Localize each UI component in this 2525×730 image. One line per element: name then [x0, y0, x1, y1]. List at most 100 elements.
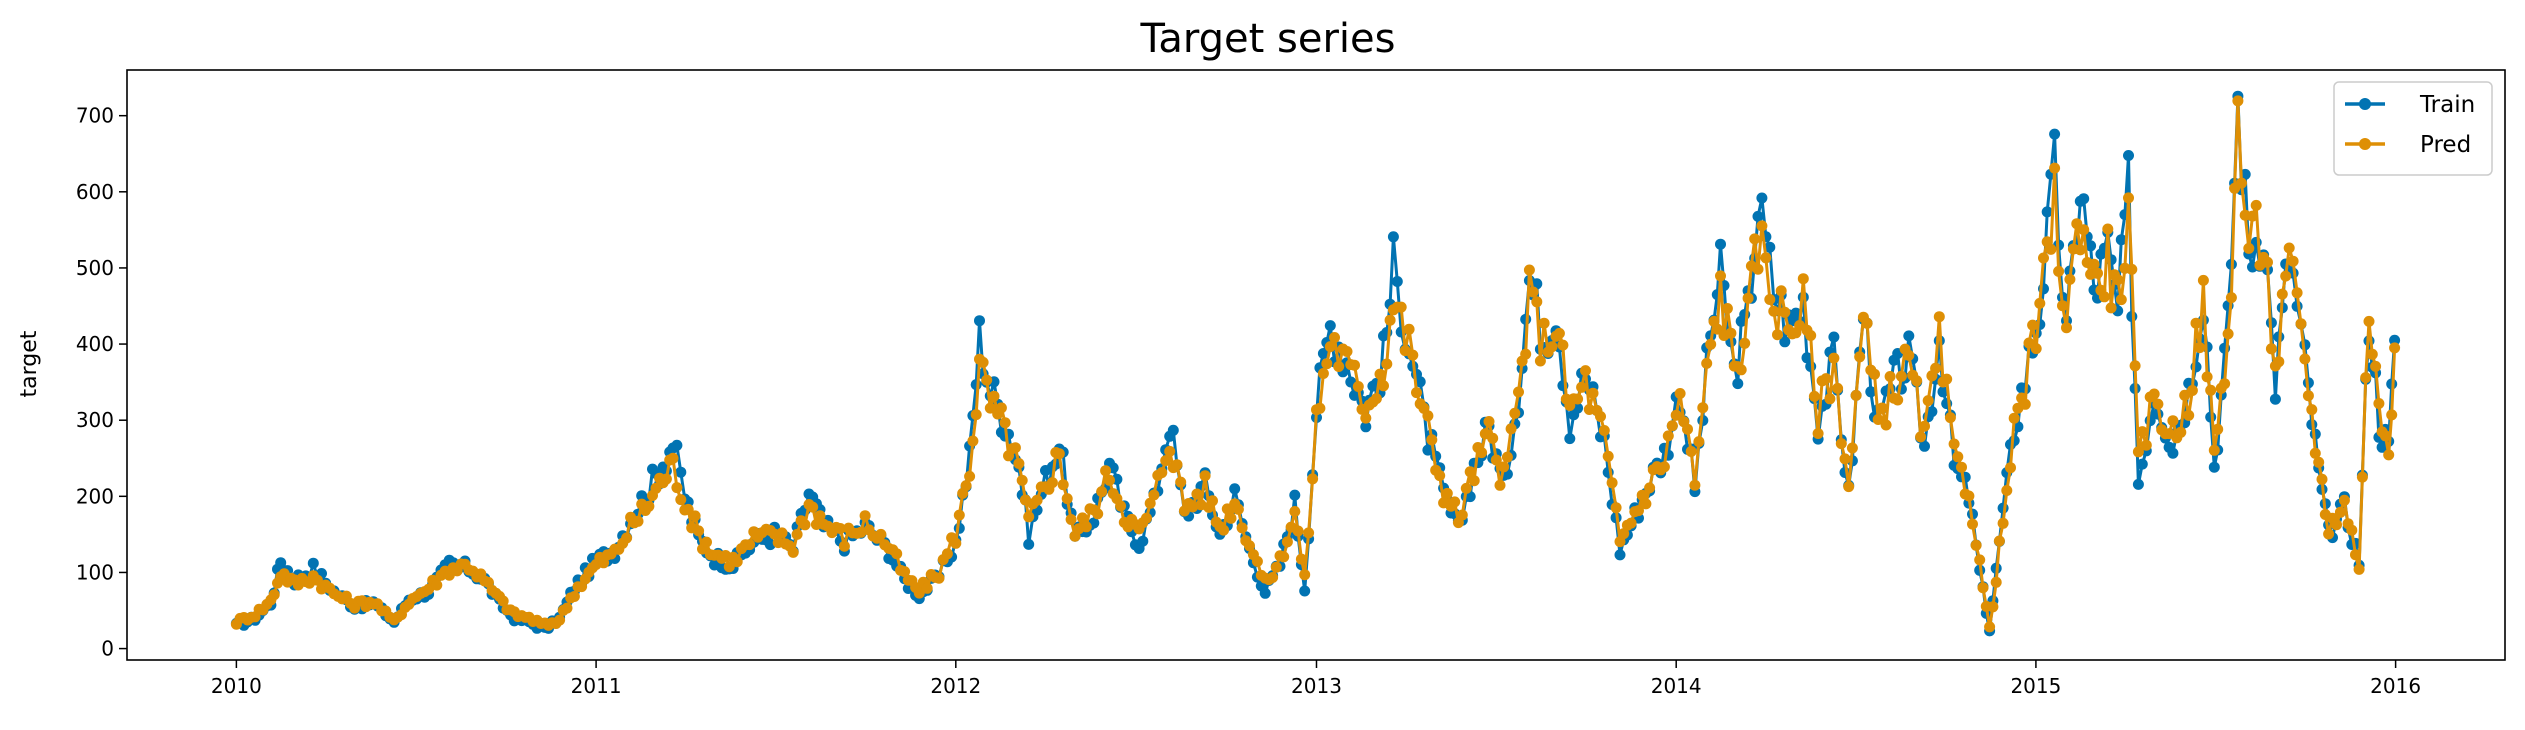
- data-point-pred: [1141, 512, 1152, 524]
- data-point-pred: [1053, 448, 1065, 460]
- data-point-pred: [787, 546, 799, 558]
- data-point-pred: [1374, 368, 1386, 380]
- data-point-pred: [723, 561, 735, 573]
- data-point-pred: [1534, 355, 1546, 367]
- data-point-train: [671, 439, 683, 451]
- data-point-pred: [1080, 521, 1092, 533]
- data-point-pred: [1175, 476, 1187, 488]
- data-point-pred: [814, 510, 826, 522]
- data-point-pred: [2243, 242, 2255, 254]
- data-point-pred: [1527, 286, 1539, 298]
- data-point-pred: [1640, 498, 1652, 510]
- data-point-pred: [621, 532, 633, 544]
- data-point-pred: [671, 482, 683, 494]
- data-point-pred: [1682, 423, 1693, 435]
- data-point-pred: [2262, 256, 2273, 268]
- data-point-pred: [2373, 398, 2385, 409]
- data-point-pred: [1468, 475, 1480, 487]
- data-point-pred: [1476, 447, 1488, 459]
- data-point-pred: [2019, 398, 2031, 410]
- x-tick-label: 2010: [211, 674, 262, 698]
- data-point-pred: [1281, 536, 1293, 548]
- data-point-train: [1919, 440, 1930, 452]
- data-point-pred: [1009, 442, 1021, 454]
- data-point-pred: [1880, 419, 1892, 431]
- data-point-pred: [1321, 358, 1333, 370]
- data-point-pred: [1580, 365, 1591, 377]
- data-point-pred: [2112, 274, 2124, 286]
- x-tick-label: 2011: [571, 674, 622, 698]
- data-point-pred: [1576, 381, 1588, 393]
- legend-label-train: Train: [2419, 92, 2475, 118]
- data-point-pred: [1997, 517, 2009, 529]
- data-point-train: [2049, 128, 2061, 140]
- x-tick-label: 2014: [1651, 674, 1702, 698]
- data-point-pred: [1797, 273, 1809, 285]
- data-point-pred: [2175, 426, 2187, 438]
- data-point-pred: [1096, 486, 1108, 498]
- chart-title: Target series: [1140, 16, 1396, 62]
- data-point-pred: [1023, 511, 1035, 523]
- data-point-pred: [1869, 368, 1880, 380]
- y-tick-label: 500: [76, 256, 114, 280]
- data-point-pred: [1903, 349, 1915, 361]
- data-point-pred: [913, 587, 925, 599]
- data-point-pred: [1505, 423, 1517, 435]
- data-point-pred: [2008, 412, 2020, 424]
- data-point-pred: [2132, 446, 2144, 458]
- data-point-pred: [1509, 407, 1521, 419]
- data-point-pred: [2366, 348, 2378, 360]
- data-point-pred: [2350, 549, 2361, 561]
- data-point-pred: [689, 510, 701, 522]
- data-point-pred: [2183, 409, 2195, 421]
- data-point-pred: [2316, 473, 2328, 485]
- data-point-pred: [1270, 561, 1282, 573]
- data-point-pred: [2383, 449, 2395, 461]
- data-point-pred: [2098, 291, 2110, 303]
- data-point-pred: [2201, 371, 2213, 383]
- data-point-pred: [2299, 353, 2311, 365]
- data-point-pred: [875, 528, 887, 540]
- data-point-pred: [984, 402, 996, 414]
- data-point-pred: [2123, 192, 2134, 204]
- data-point-train: [1752, 210, 1764, 222]
- data-point-train: [2115, 234, 2127, 246]
- data-point-pred: [2148, 388, 2160, 400]
- data-point-pred: [1752, 263, 1764, 275]
- data-point-pred: [1501, 451, 1513, 463]
- data-point-pred: [1633, 505, 1644, 517]
- data-point-pred: [1775, 285, 1787, 297]
- data-point-pred: [1967, 518, 1978, 530]
- data-point-train: [2041, 206, 2053, 218]
- data-point-pred: [2295, 318, 2307, 330]
- data-point-train: [974, 315, 985, 327]
- data-point-pred: [1520, 348, 1532, 360]
- data-point-pred: [1922, 395, 1934, 407]
- data-point-pred: [1449, 496, 1461, 508]
- data-point-pred: [2027, 319, 2039, 331]
- legend: Train Pred: [2333, 81, 2493, 176]
- data-point-pred: [1016, 474, 1028, 486]
- data-point-pred: [2001, 485, 2013, 496]
- data-point-pred: [1378, 380, 1389, 392]
- y-tick-label: 0: [101, 637, 114, 661]
- data-point-pred: [1411, 387, 1422, 399]
- data-point-pred: [1531, 296, 1543, 308]
- data-point-pred: [1100, 465, 1112, 477]
- data-point-pred: [1403, 323, 1415, 335]
- data-point-pred: [960, 480, 972, 492]
- data-point-pred: [2309, 447, 2321, 459]
- data-point-pred: [1156, 467, 1168, 479]
- data-point-pred: [1031, 494, 1043, 506]
- data-point-pred: [2078, 224, 2090, 236]
- data-point-pred: [1892, 394, 1904, 406]
- data-point-train: [1259, 587, 1271, 599]
- data-point-pred: [2053, 265, 2065, 277]
- data-point-pred: [1232, 503, 1244, 515]
- data-point-pred: [1843, 481, 1855, 493]
- data-point-pred: [1483, 416, 1495, 427]
- data-point-train: [1828, 331, 1840, 343]
- y-tick-label: 700: [76, 104, 114, 128]
